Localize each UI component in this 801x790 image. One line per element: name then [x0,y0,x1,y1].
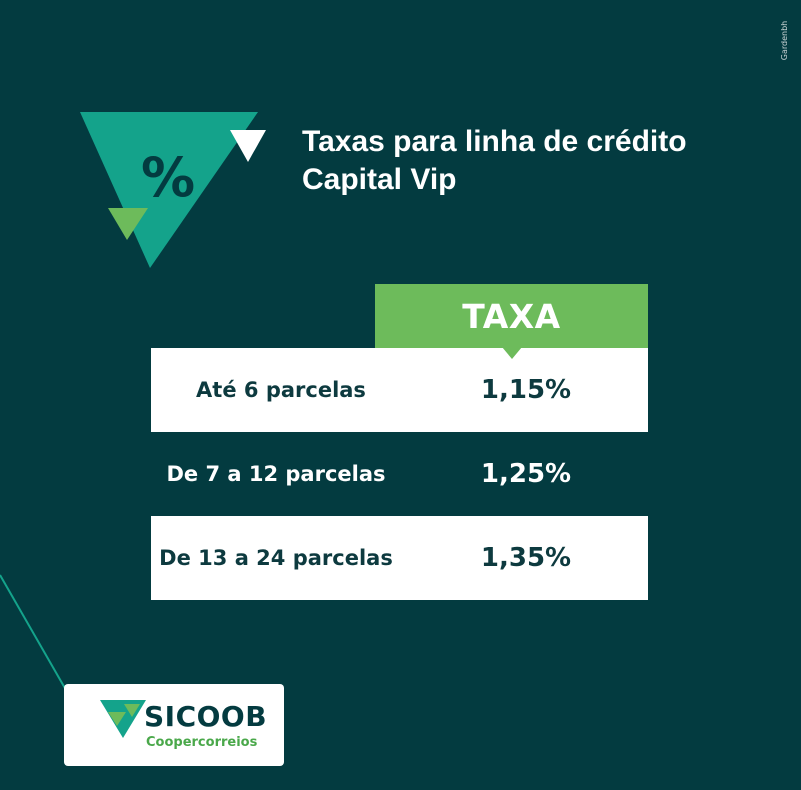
header-notch-arrow [502,347,522,359]
sicoob-logo-name: SICOOB [144,700,268,733]
big-triangle-shape [80,112,258,268]
table-row: De 7 a 12 parcelas 1,25% [151,432,648,516]
row-installments-label: De 13 a 24 parcelas [159,546,393,570]
sicoob-logo-green-shape-2 [124,704,140,717]
sicoob-logo-green-shape [108,712,126,726]
table-row: Até 6 parcelas 1,15% [151,348,648,432]
percent-symbol: % [141,146,195,209]
rate-column-header-label: TAXA [462,296,561,336]
sicoob-logo-teal-shape [100,700,146,738]
sicoob-logo-subtitle: Coopercorreios [146,735,258,750]
title-line-1: Taxas para linha de crédito [302,125,687,158]
small-white-triangle-shape [230,130,266,162]
small-green-triangle-shape [108,208,148,240]
row-rate-value: 1,15% [480,375,572,405]
table-row: De 13 a 24 parcelas 1,35% [151,516,648,600]
row-installments-label: Até 6 parcelas [196,378,366,402]
title-line-2: Capital Vip [302,163,457,196]
diagonal-line [0,574,67,691]
page-title: Taxas para linha de crédito Capital Vip [302,123,782,199]
rate-column-header: TAXA [375,284,648,348]
sicoob-logo-panel [64,684,284,766]
row-installments-label: De 7 a 12 parcelas [166,462,386,486]
row-rate-value: 1,25% [480,459,572,489]
row-rate-value: 1,35% [480,543,572,573]
